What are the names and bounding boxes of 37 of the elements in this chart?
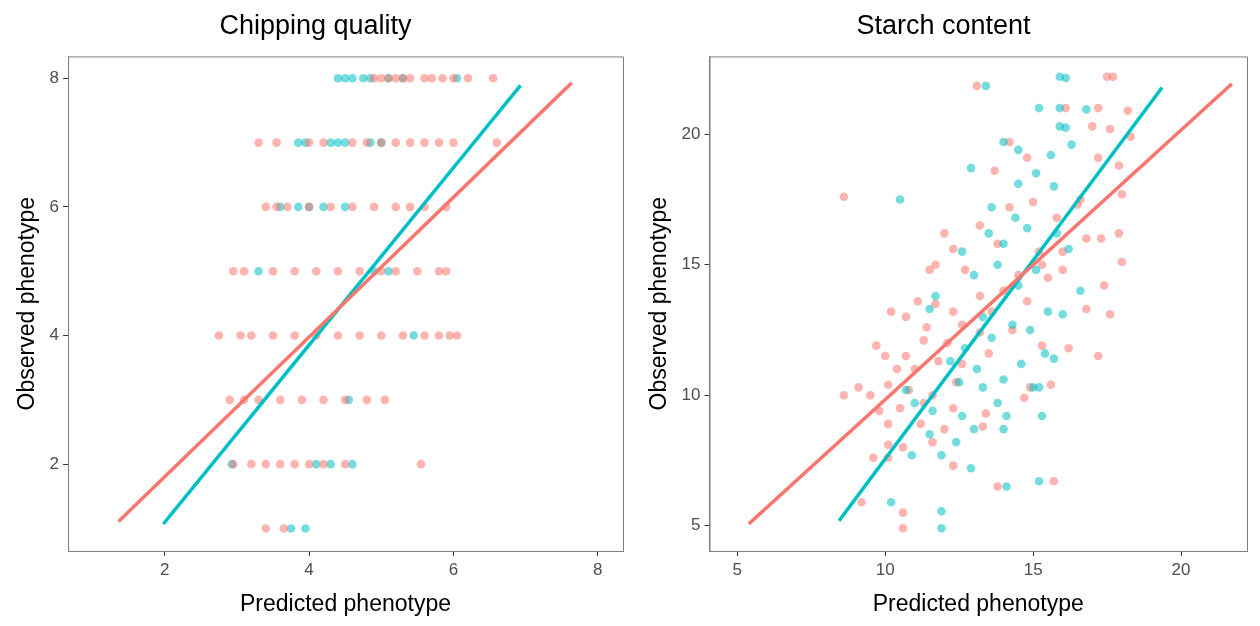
point <box>409 331 419 340</box>
y-axis-title: Observed phenotype <box>645 196 672 411</box>
chart-title: Starch content <box>856 9 1032 40</box>
point <box>326 459 336 469</box>
point <box>348 459 357 469</box>
point <box>333 138 343 147</box>
y-tick-label: 15 <box>681 254 701 274</box>
point <box>384 266 393 276</box>
x-tick-label: 6 <box>448 559 459 579</box>
y-tick-label: 5 <box>691 515 701 535</box>
y-tick-label: 2 <box>49 453 60 473</box>
point <box>333 73 343 83</box>
point <box>286 524 296 533</box>
x-tick-label: 5 <box>732 559 743 579</box>
x-axis-title: Predicted phenotype <box>872 589 1084 616</box>
point <box>340 138 350 147</box>
y-axis-title: Observed phenotype <box>13 196 40 411</box>
x-tick-label: 15 <box>1023 559 1043 579</box>
point <box>319 202 328 212</box>
x-tick-label: 10 <box>875 559 895 579</box>
x-tick-label: 20 <box>1171 559 1191 579</box>
y-tick-label: 4 <box>49 325 60 345</box>
point <box>301 524 310 533</box>
point <box>358 73 368 83</box>
chart-title: Chipping quality <box>219 9 413 40</box>
y-tick-label: 6 <box>49 196 60 216</box>
x-tick-label: 4 <box>304 559 314 579</box>
point <box>254 266 263 276</box>
point <box>293 138 303 147</box>
y-tick-label: 8 <box>49 67 60 87</box>
point <box>293 202 303 212</box>
x-axis-title: Predicted phenotype <box>240 589 452 616</box>
y-tick-label: 20 <box>681 123 701 143</box>
y-tick-label: 10 <box>681 384 701 404</box>
point <box>348 73 357 83</box>
x-tick-label: 8 <box>593 559 603 579</box>
x-tick-label: 2 <box>160 559 170 579</box>
